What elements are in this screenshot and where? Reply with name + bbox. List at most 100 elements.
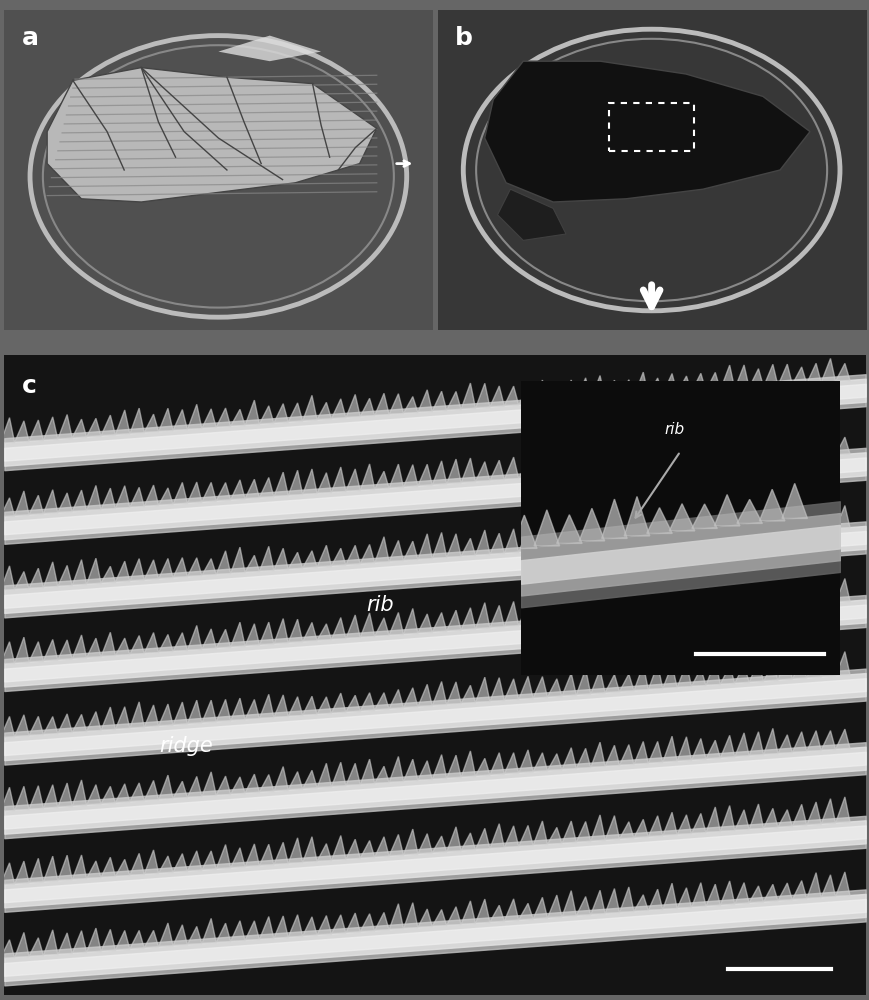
- Polygon shape: [634, 451, 647, 469]
- Polygon shape: [375, 537, 388, 562]
- Polygon shape: [216, 629, 230, 647]
- Polygon shape: [317, 763, 331, 787]
- Polygon shape: [346, 695, 360, 711]
- Polygon shape: [447, 827, 461, 851]
- Polygon shape: [58, 783, 72, 806]
- Polygon shape: [763, 442, 777, 460]
- Polygon shape: [763, 728, 777, 754]
- Polygon shape: [15, 491, 29, 515]
- Polygon shape: [713, 495, 739, 526]
- Polygon shape: [734, 883, 748, 903]
- Polygon shape: [605, 528, 619, 545]
- Polygon shape: [662, 447, 676, 467]
- Polygon shape: [289, 697, 302, 716]
- Polygon shape: [173, 558, 188, 577]
- Polygon shape: [547, 895, 561, 917]
- Polygon shape: [706, 514, 720, 537]
- Polygon shape: [547, 383, 561, 402]
- Polygon shape: [375, 837, 388, 856]
- Polygon shape: [87, 785, 101, 804]
- Polygon shape: [547, 454, 561, 476]
- Polygon shape: [461, 751, 475, 776]
- Polygon shape: [218, 36, 321, 61]
- Polygon shape: [389, 394, 403, 414]
- Polygon shape: [116, 930, 129, 949]
- Polygon shape: [835, 872, 849, 896]
- Polygon shape: [547, 679, 561, 696]
- Polygon shape: [720, 438, 734, 463]
- Polygon shape: [634, 518, 647, 543]
- Polygon shape: [778, 810, 792, 826]
- Polygon shape: [403, 829, 417, 854]
- Polygon shape: [360, 613, 375, 637]
- Polygon shape: [202, 851, 216, 869]
- Polygon shape: [245, 479, 259, 498]
- Polygon shape: [375, 693, 388, 709]
- Polygon shape: [72, 780, 87, 805]
- Polygon shape: [601, 499, 627, 538]
- Polygon shape: [648, 889, 662, 910]
- Polygon shape: [403, 688, 417, 707]
- Polygon shape: [748, 442, 763, 461]
- Polygon shape: [619, 599, 634, 617]
- Polygon shape: [130, 930, 144, 948]
- Polygon shape: [763, 808, 777, 828]
- Polygon shape: [806, 873, 820, 898]
- Text: a: a: [22, 26, 38, 50]
- Polygon shape: [43, 856, 58, 881]
- Polygon shape: [101, 415, 116, 435]
- Polygon shape: [820, 875, 835, 897]
- Polygon shape: [489, 605, 504, 627]
- Polygon shape: [561, 891, 576, 916]
- Polygon shape: [15, 572, 29, 589]
- Polygon shape: [360, 398, 375, 416]
- Polygon shape: [432, 755, 447, 779]
- Polygon shape: [202, 918, 216, 943]
- Polygon shape: [806, 512, 820, 530]
- Polygon shape: [556, 515, 581, 543]
- Polygon shape: [533, 677, 547, 697]
- Polygon shape: [734, 365, 748, 388]
- Polygon shape: [792, 881, 806, 899]
- Polygon shape: [820, 731, 835, 750]
- Polygon shape: [504, 826, 518, 847]
- Polygon shape: [662, 517, 676, 541]
- Polygon shape: [260, 478, 274, 497]
- Polygon shape: [662, 883, 676, 909]
- Polygon shape: [547, 827, 561, 844]
- Polygon shape: [101, 488, 116, 509]
- Polygon shape: [662, 812, 676, 835]
- Polygon shape: [317, 545, 331, 566]
- Polygon shape: [87, 638, 101, 657]
- Polygon shape: [576, 897, 590, 915]
- Polygon shape: [47, 68, 376, 202]
- Polygon shape: [590, 670, 605, 693]
- Polygon shape: [691, 595, 706, 612]
- Polygon shape: [475, 828, 489, 849]
- Polygon shape: [634, 819, 647, 837]
- Polygon shape: [230, 480, 245, 499]
- Polygon shape: [579, 508, 604, 541]
- Polygon shape: [173, 702, 188, 724]
- Polygon shape: [331, 693, 346, 712]
- Polygon shape: [302, 917, 317, 935]
- Polygon shape: [418, 464, 432, 485]
- Polygon shape: [159, 923, 173, 946]
- Polygon shape: [748, 662, 763, 681]
- Polygon shape: [835, 437, 849, 454]
- Polygon shape: [144, 850, 158, 874]
- Polygon shape: [432, 391, 447, 411]
- Polygon shape: [43, 717, 58, 734]
- Polygon shape: [533, 821, 547, 845]
- Polygon shape: [116, 859, 129, 876]
- Polygon shape: [576, 451, 590, 473]
- Text: rib: rib: [366, 595, 394, 615]
- Polygon shape: [260, 546, 274, 571]
- Polygon shape: [720, 735, 734, 757]
- Polygon shape: [504, 529, 518, 552]
- Polygon shape: [778, 508, 792, 532]
- Polygon shape: [144, 414, 158, 432]
- Polygon shape: [245, 774, 259, 792]
- Polygon shape: [778, 655, 792, 679]
- Polygon shape: [159, 408, 173, 431]
